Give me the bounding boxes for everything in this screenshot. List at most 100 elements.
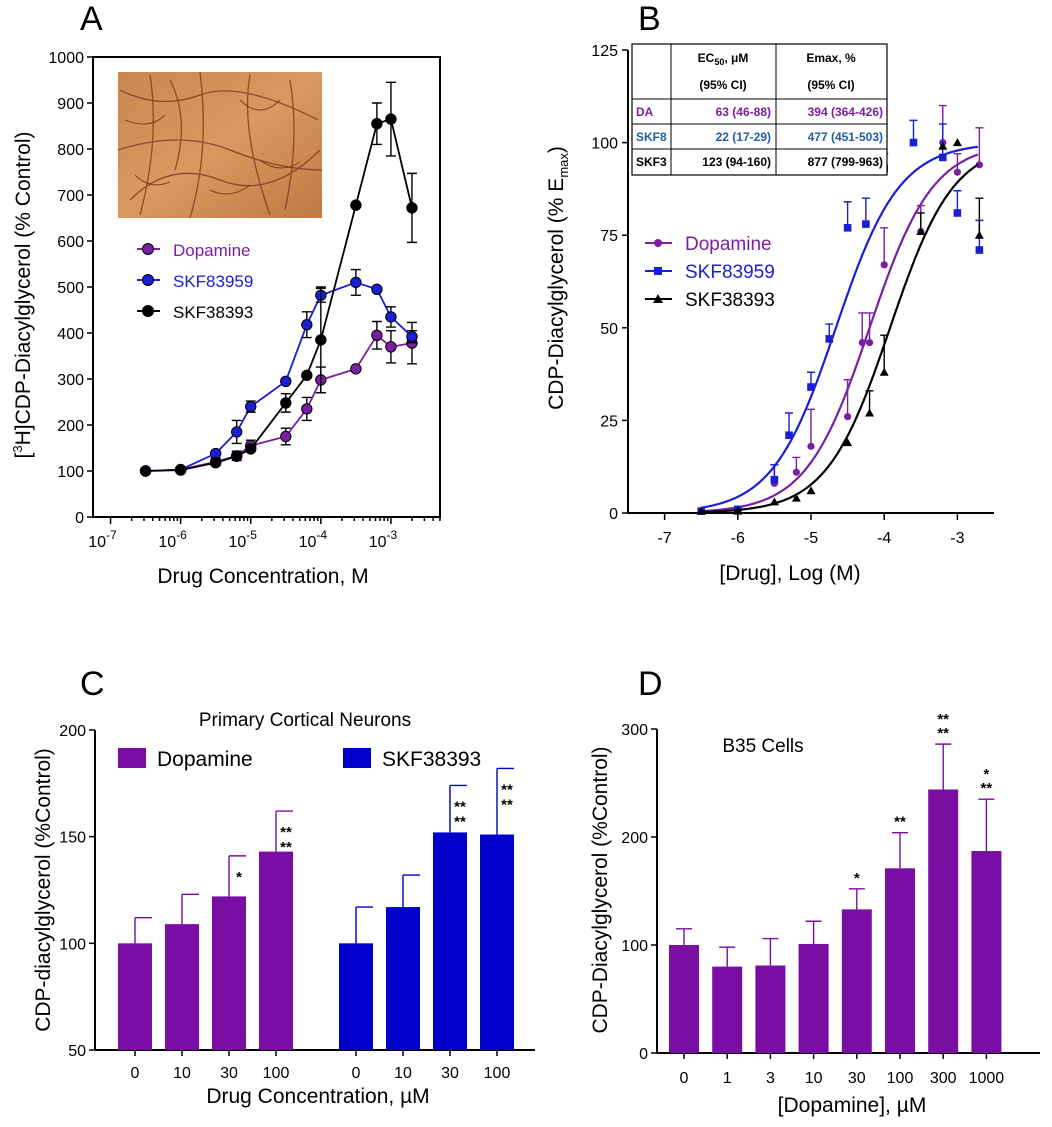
a-point-skf83959 bbox=[406, 330, 418, 343]
a-point-skf38393 bbox=[174, 464, 187, 476]
b-error-bar-dopamine bbox=[858, 312, 867, 343]
b-x-tick-label: -7 bbox=[657, 530, 671, 547]
a-y-tick-label: 400 bbox=[57, 326, 84, 343]
d-x-tick-label: 0 bbox=[680, 1070, 689, 1087]
a-y-axis-title: [3H]CDP-Diacylglycerol (% Control) bbox=[10, 132, 35, 459]
b-point-skf83959 bbox=[770, 475, 779, 484]
a-point-skf38393 bbox=[301, 369, 313, 382]
d-error-bar bbox=[848, 888, 865, 910]
b-error-bar-skf38393 bbox=[880, 334, 889, 373]
b-point-dopamine bbox=[865, 339, 874, 347]
a-x-tick-label: 10-7 bbox=[88, 528, 117, 551]
b-point-skf38393 bbox=[806, 486, 816, 495]
a-y-tick-label: 0 bbox=[75, 510, 84, 527]
b-point-skf83959 bbox=[975, 246, 984, 254]
table-emax-header: Emax, % bbox=[806, 51, 856, 65]
a-point-skf83959 bbox=[371, 283, 383, 295]
a-y-tick-label: 700 bbox=[57, 188, 84, 205]
d-error-bar bbox=[676, 928, 692, 945]
b-point-skf38393 bbox=[938, 141, 948, 150]
d-x-tick-label: 1000 bbox=[969, 1070, 1005, 1087]
b-fit-curve-dopamine bbox=[701, 153, 979, 513]
d-x-tick-label: 300 bbox=[930, 1070, 957, 1087]
d-bar bbox=[755, 965, 786, 1053]
a-point-skf38393 bbox=[139, 465, 152, 477]
a-y-tick-label: 200 bbox=[57, 418, 84, 435]
b-x-tick-label: -3 bbox=[950, 530, 964, 547]
c-x-tick-label: 100 bbox=[484, 1065, 511, 1082]
c-legend-dopamine: Dopamine bbox=[157, 748, 253, 771]
b-point-dopamine bbox=[858, 339, 866, 347]
a-y-tick-label: 300 bbox=[57, 372, 84, 389]
b-legend-skf83959: SKF83959 bbox=[685, 262, 775, 283]
a-point-skf83959 bbox=[231, 426, 243, 438]
a-x-tick-label: 10-3 bbox=[369, 528, 398, 551]
c-error-bar-skf38393 bbox=[496, 767, 514, 835]
b-error-bar-dopamine bbox=[865, 312, 874, 343]
d-x-tick-label: 3 bbox=[766, 1070, 775, 1087]
b-point-skf83959 bbox=[953, 209, 962, 217]
a-point-dopamine bbox=[371, 329, 383, 341]
c-x-tick-label: 10 bbox=[173, 1065, 191, 1082]
b-point-dopamine bbox=[975, 161, 983, 169]
table-row-da-emax: 394 (364-426) bbox=[808, 105, 883, 119]
b-point-skf83959 bbox=[785, 431, 793, 440]
b-error-bar-skf83959 bbox=[861, 197, 870, 225]
c-significance-stars: ** bbox=[501, 796, 513, 813]
panel-c-label: C bbox=[80, 665, 105, 703]
b-point-dopamine bbox=[953, 168, 962, 176]
d-error-bar bbox=[762, 937, 779, 966]
table-row-da-ec50: 63 (46-88) bbox=[716, 105, 771, 119]
c-x-tick-label: 30 bbox=[441, 1065, 459, 1082]
c-bar-dopamine bbox=[259, 851, 293, 1050]
d-y-tick-label: 0 bbox=[639, 1046, 648, 1063]
a-point-skf38393 bbox=[245, 443, 257, 455]
d-error-bar bbox=[805, 920, 822, 944]
c-error-bar-skf38393 bbox=[402, 874, 420, 908]
c-significance-stars: ** bbox=[454, 813, 466, 830]
a-point-dopamine bbox=[385, 341, 397, 353]
d-error-bar bbox=[978, 798, 995, 852]
panel-a-label: A bbox=[80, 0, 103, 38]
b-legend-dopamine: Dopamine bbox=[685, 234, 772, 255]
neuron-micrograph-inset bbox=[117, 71, 323, 219]
d-significance-stars: ** bbox=[894, 814, 906, 831]
b-x-tick-label: -4 bbox=[877, 530, 891, 547]
b-x-tick-label: -5 bbox=[804, 530, 818, 547]
table-ec50-ci: (95% CI) bbox=[699, 78, 746, 92]
b-fit-curve-skf38393 bbox=[701, 163, 979, 514]
c-x-tick-label: 100 bbox=[263, 1065, 290, 1082]
c-significance-stars: ** bbox=[280, 824, 292, 841]
c-bar-skf38393 bbox=[433, 832, 467, 1050]
a-y-tick-label: 100 bbox=[57, 464, 84, 481]
b-point-dopamine bbox=[807, 442, 815, 450]
d-x-axis-title: [Dopamine], µM bbox=[778, 1094, 927, 1117]
a-x-axis-title: Drug Concentration, M bbox=[157, 565, 368, 588]
b-error-bar-dopamine bbox=[880, 227, 889, 265]
a-legend-skf83959: SKF83959 bbox=[173, 272, 253, 291]
c-legend: Dopamine SKF38393 bbox=[118, 748, 481, 771]
c-y-tick-label: 100 bbox=[59, 936, 86, 953]
b-x-axis-title: [Drug], Log (M) bbox=[719, 562, 860, 585]
b-y-tick-label: 0 bbox=[609, 506, 618, 523]
c-x-tick-label: 0 bbox=[131, 1065, 140, 1082]
a-point-dopamine bbox=[301, 403, 313, 415]
c-y-tick-label: 150 bbox=[59, 830, 86, 847]
b-error-bar-dopamine bbox=[807, 408, 815, 447]
panel-b: B 0 25 50 75 100 125 -7 -6 -5 -4 -3 EC50, μM Emax,… bbox=[545, 0, 994, 585]
a-y-tick-label: 1000 bbox=[48, 50, 84, 67]
c-x-tick-label: 0 bbox=[352, 1065, 361, 1082]
b-point-skf83959 bbox=[825, 335, 834, 343]
table-row-skf8-name: SKF8 bbox=[636, 130, 667, 144]
c-significance-stars: ** bbox=[280, 839, 292, 856]
a-y-tick-label: 500 bbox=[57, 280, 84, 297]
b-legend-skf38393: SKF38393 bbox=[685, 290, 775, 311]
b-error-bar-dopamine bbox=[843, 378, 852, 417]
b-point-skf83959 bbox=[909, 138, 918, 147]
b-x-tick-label: -6 bbox=[731, 530, 745, 547]
table-row-skf3-emax: 877 (799-963) bbox=[808, 155, 883, 169]
c-chart-title: Primary Cortical Neurons bbox=[199, 710, 411, 731]
d-y-axis-title: CDP-Diacylglycerol (%Control) bbox=[589, 746, 612, 1033]
d-y-tick-label: 300 bbox=[621, 722, 648, 739]
c-bar-skf38393 bbox=[339, 943, 373, 1050]
